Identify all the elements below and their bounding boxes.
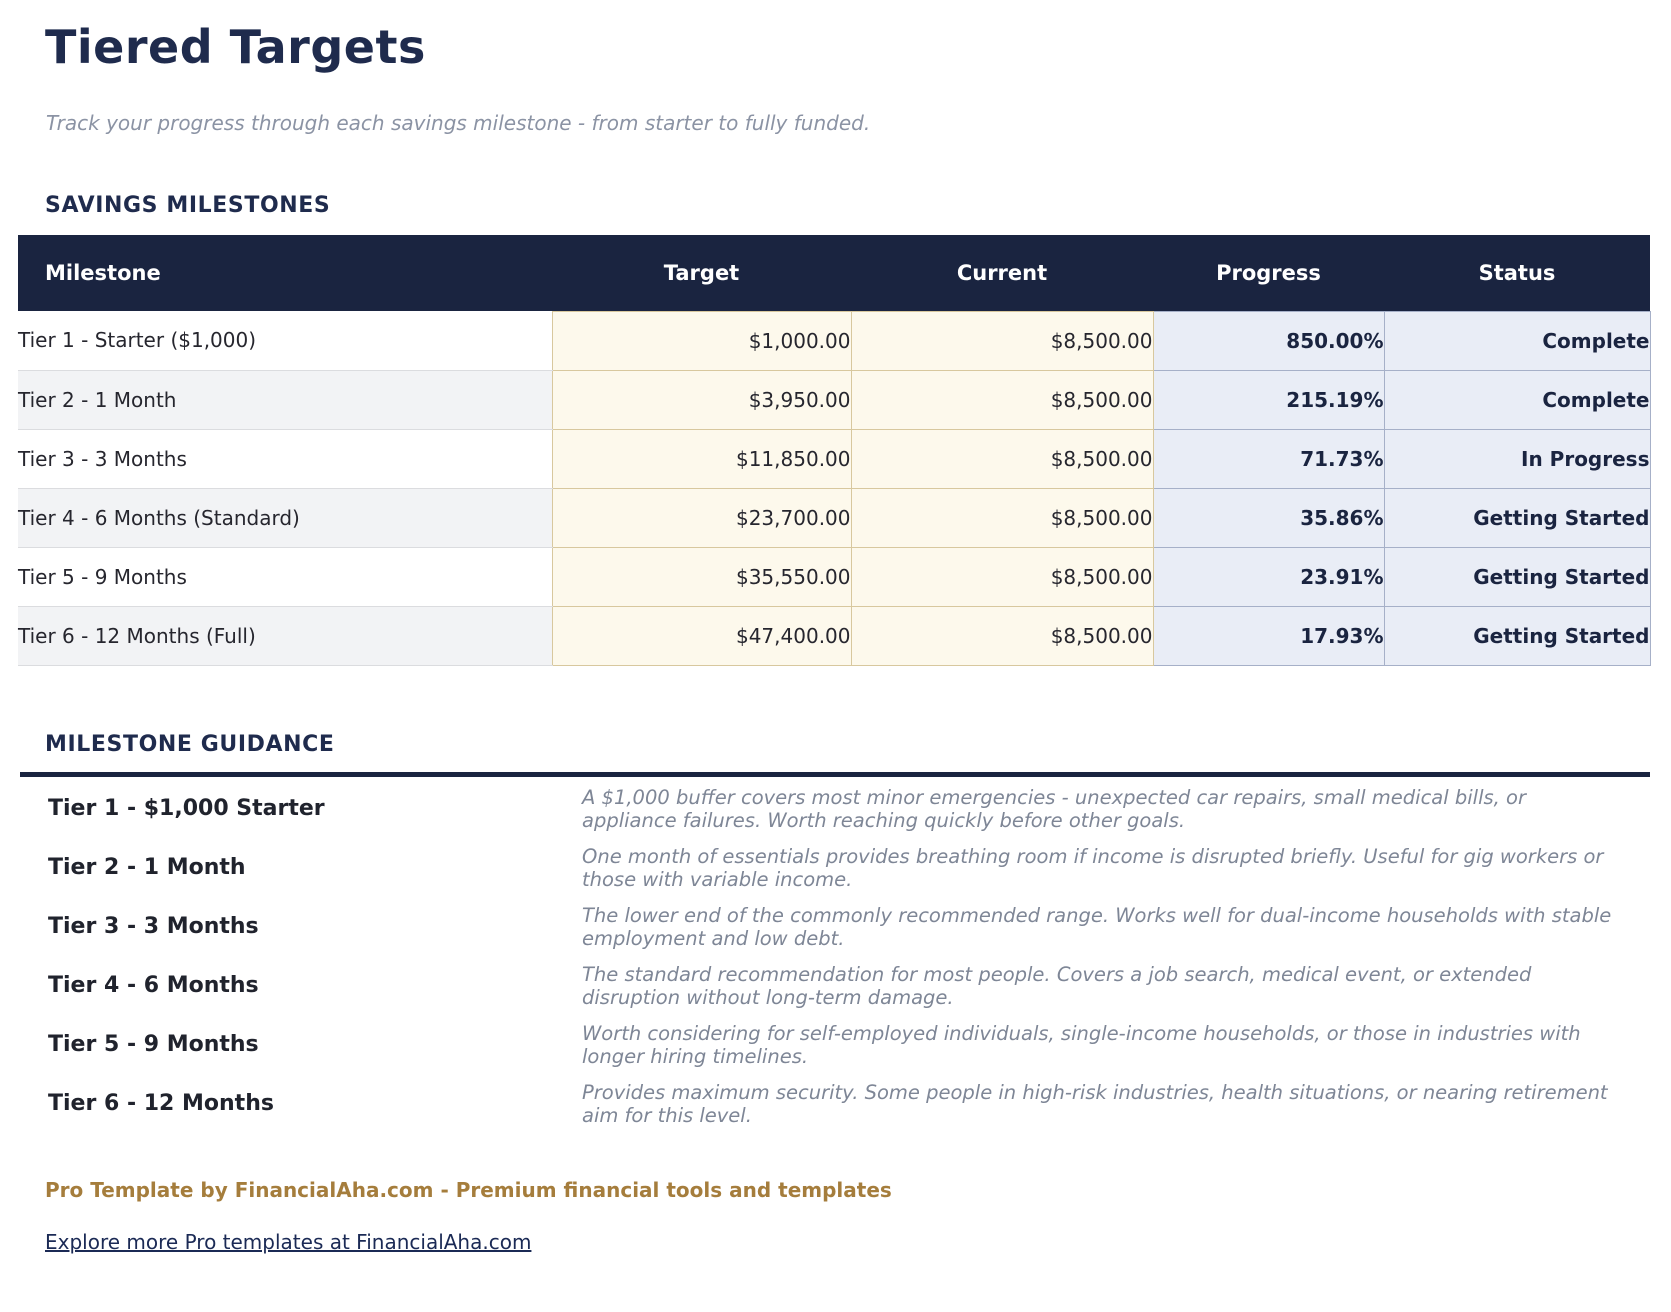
current-cell: $8,500.00 (850, 369, 1154, 430)
footer-link[interactable]: Explore more Pro templates at FinancialA… (45, 1229, 532, 1254)
target-cell: $35,550.00 (551, 546, 852, 607)
progress-cell: 71.73% (1152, 428, 1385, 489)
guidance-row: Tier 6 - 12 Months Provides maximum secu… (48, 1081, 1671, 1127)
progress-cell: 35.86% (1152, 487, 1385, 548)
column-header-status: Status (1384, 235, 1650, 311)
column-header-target: Target (552, 235, 851, 311)
table-row: Tier 2 - 1 Month $3,950.00 $8,500.00 215… (18, 369, 1651, 430)
status-cell: Getting Started (1383, 546, 1651, 607)
column-header-progress: Progress (1153, 235, 1384, 311)
milestones-table: Milestone Target Current Progress Status… (18, 235, 1651, 666)
guidance-tier-label: Tier 1 - $1,000 Starter (48, 796, 325, 821)
savings-milestones-heading: SAVINGS MILESTONES (45, 193, 331, 218)
status-cell: In Progress (1383, 428, 1651, 489)
guidance-description: One month of essentials provides breathi… (582, 844, 1604, 891)
guidance-tier-label: Tier 2 - 1 Month (48, 855, 246, 880)
milestone-cell: Tier 4 - 6 Months (Standard) (18, 488, 552, 548)
table-header-row: Milestone Target Current Progress Status (18, 235, 1650, 311)
table-row: Tier 1 - Starter ($1,000) $1,000.00 $8,5… (18, 310, 1651, 371)
guidance-row: Tier 1 - $1,000 Starter A $1,000 buffer … (48, 786, 1671, 832)
target-cell: $23,700.00 (551, 487, 852, 548)
milestone-cell: Tier 6 - 12 Months (Full) (18, 606, 552, 666)
table-row: Tier 5 - 9 Months $35,550.00 $8,500.00 2… (18, 546, 1651, 607)
page-subtitle: Track your progress through each savings… (46, 111, 871, 135)
current-cell: $8,500.00 (850, 605, 1154, 666)
progress-cell: 850.00% (1152, 310, 1385, 371)
guidance-row: Tier 5 - 9 Months Worth considering for … (48, 1022, 1671, 1068)
table-row: Tier 6 - 12 Months (Full) $47,400.00 $8,… (18, 605, 1651, 666)
table-row: Tier 3 - 3 Months $11,850.00 $8,500.00 7… (18, 428, 1651, 489)
guidance-rows: Tier 1 - $1,000 Starter A $1,000 buffer … (48, 786, 1671, 1127)
status-cell: Getting Started (1383, 605, 1651, 666)
column-header-milestone: Milestone (18, 235, 552, 311)
milestone-guidance-heading: MILESTONE GUIDANCE (45, 731, 335, 757)
footer-branding: Pro Template by FinancialAha.com - Premi… (45, 1177, 892, 1202)
progress-cell: 17.93% (1152, 605, 1385, 666)
column-header-current: Current (851, 235, 1153, 311)
current-cell: $8,500.00 (850, 310, 1154, 371)
current-cell: $8,500.00 (850, 428, 1154, 489)
current-cell: $8,500.00 (850, 487, 1154, 548)
guidance-tier-label: Tier 5 - 9 Months (48, 1032, 259, 1057)
target-cell: $11,850.00 (551, 428, 852, 489)
guidance-divider (20, 771, 1650, 777)
page-title: Tiered Targets (45, 20, 426, 74)
current-cell: $8,500.00 (850, 546, 1154, 607)
guidance-description: The standard recommendation for most peo… (582, 962, 1532, 1009)
table-row: Tier 4 - 6 Months (Standard) $23,700.00 … (18, 487, 1651, 548)
status-cell: Getting Started (1383, 487, 1651, 548)
guidance-tier-label: Tier 3 - 3 Months (48, 914, 259, 939)
guidance-row: Tier 2 - 1 Month One month of essentials… (48, 845, 1671, 891)
milestone-cell: Tier 5 - 9 Months (18, 547, 552, 607)
guidance-row: Tier 4 - 6 Months The standard recommend… (48, 963, 1671, 1009)
target-cell: $1,000.00 (551, 310, 852, 371)
guidance-description: A $1,000 buffer covers most minor emerge… (582, 785, 1527, 832)
guidance-tier-label: Tier 6 - 12 Months (48, 1091, 274, 1116)
target-cell: $47,400.00 (551, 605, 852, 666)
milestones-table-body: Tier 1 - Starter ($1,000) $1,000.00 $8,5… (18, 310, 1651, 666)
status-cell: Complete (1383, 369, 1651, 430)
milestone-cell: Tier 3 - 3 Months (18, 429, 552, 489)
status-cell: Complete (1383, 310, 1651, 371)
milestone-cell: Tier 2 - 1 Month (18, 370, 552, 430)
progress-cell: 215.19% (1152, 369, 1385, 430)
guidance-description: The lower end of the commonly recommende… (582, 903, 1612, 950)
guidance-tier-label: Tier 4 - 6 Months (48, 973, 259, 998)
progress-cell: 23.91% (1152, 546, 1385, 607)
guidance-description: Provides maximum security. Some people i… (582, 1080, 1608, 1127)
guidance-row: Tier 3 - 3 Months The lower end of the c… (48, 904, 1671, 950)
milestone-cell: Tier 1 - Starter ($1,000) (18, 311, 552, 371)
target-cell: $3,950.00 (551, 369, 852, 430)
guidance-description: Worth considering for self-employed indi… (582, 1021, 1581, 1068)
